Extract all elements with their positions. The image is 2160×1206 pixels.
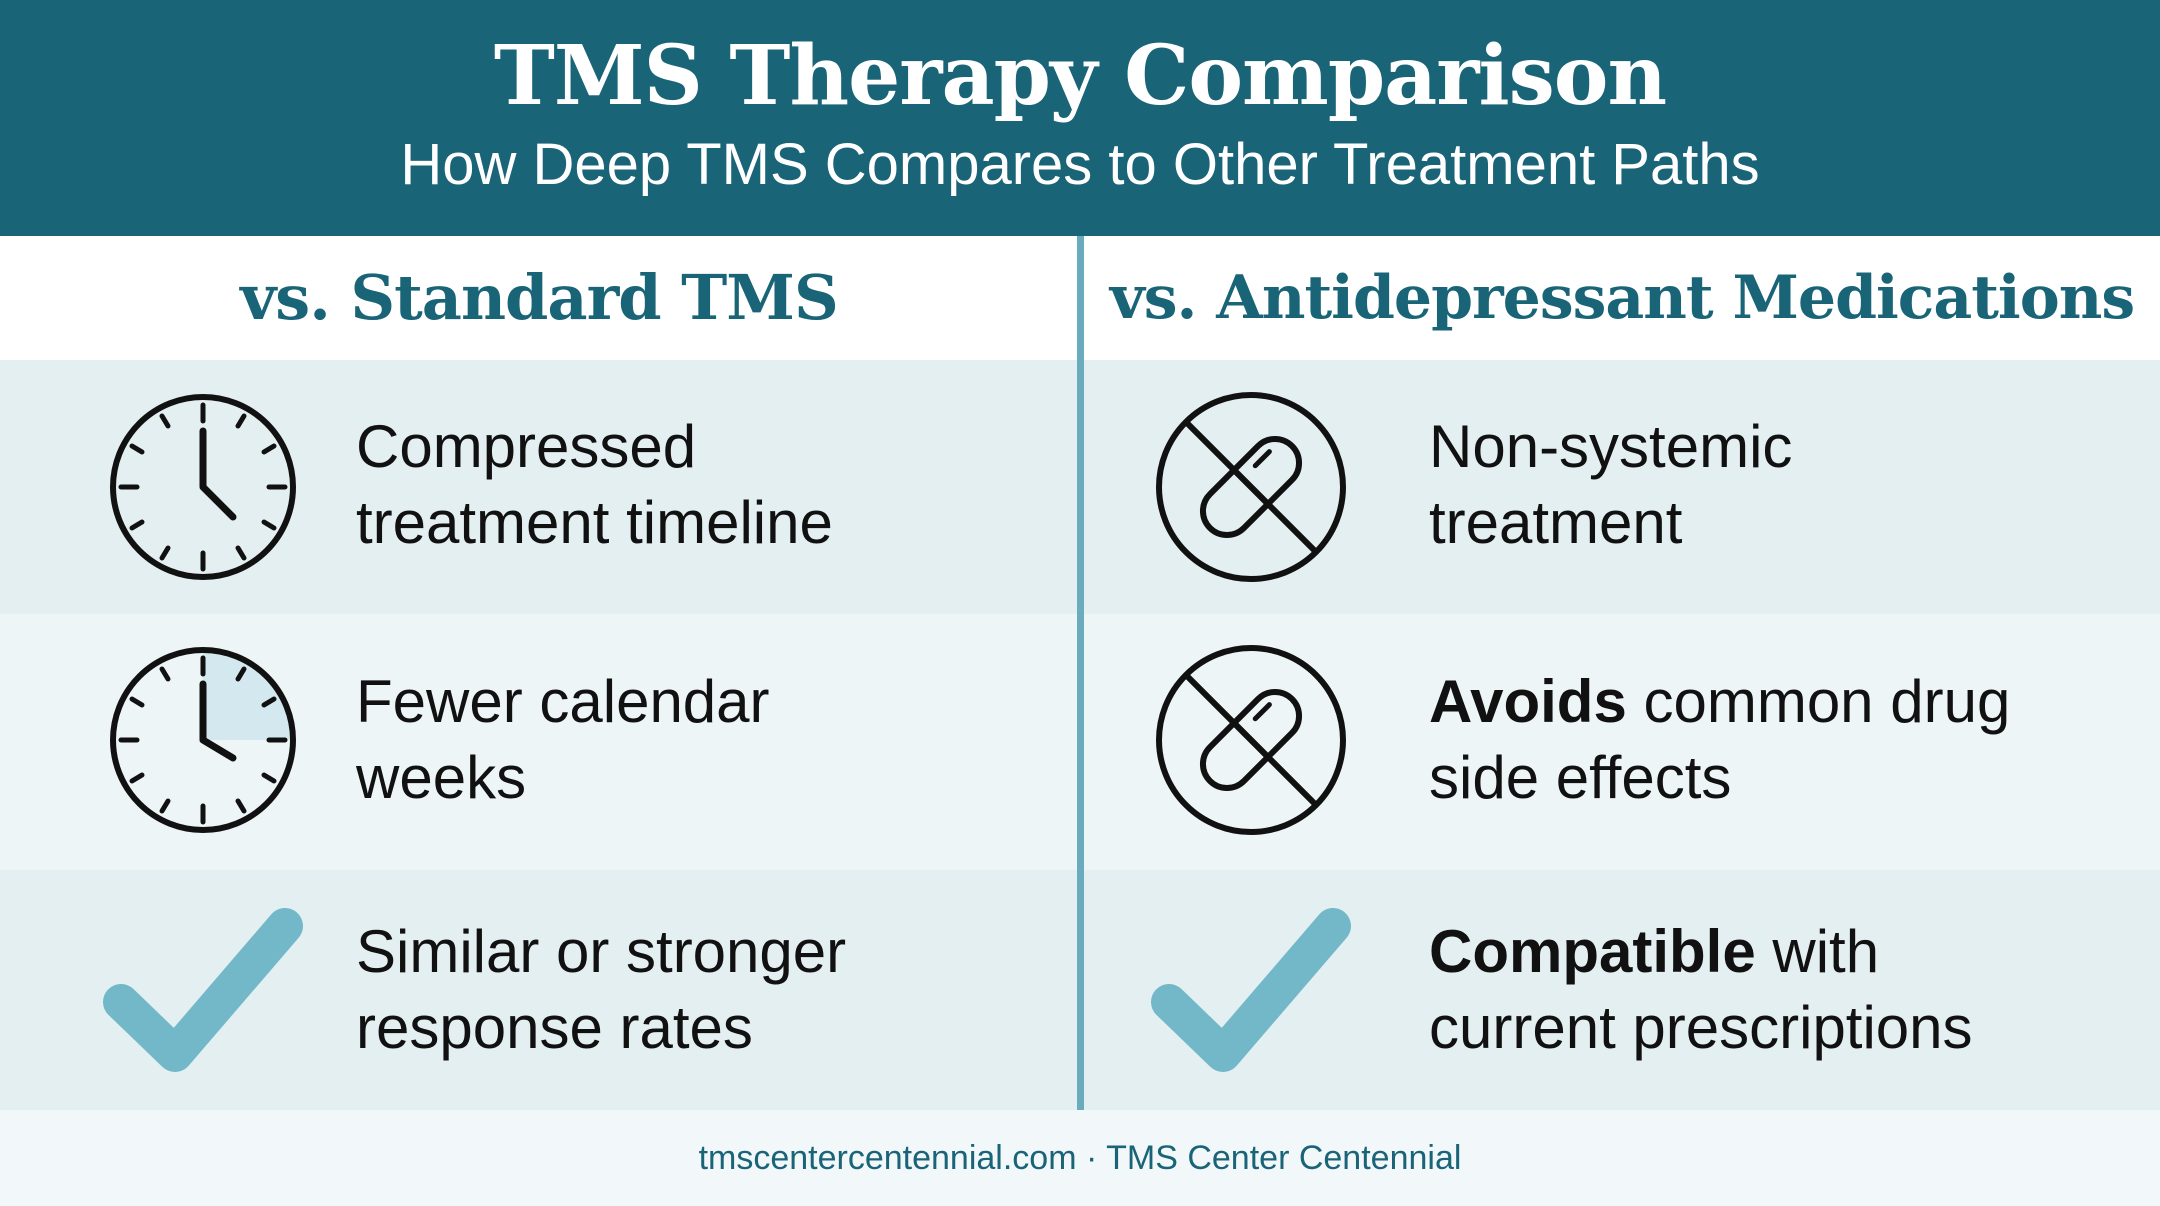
item-label: Avoids common drug side effects <box>1429 664 2139 816</box>
item-line-2: response rates <box>356 994 753 1061</box>
footer-credit: tmscentercentennial.com · TMS Center Cen… <box>0 1110 2160 1206</box>
item-line-2: treatment timeline <box>356 489 833 556</box>
item-line-1: Compressed <box>356 413 697 480</box>
list-item: Avoids common drug side effects <box>1084 614 2160 870</box>
item-line-1: Avoids common drug <box>1429 664 2139 740</box>
list-item: Fewer calendar weeks <box>0 614 1078 870</box>
list-item: Similar or stronger response rates <box>0 870 1078 1110</box>
column-heading-antidepressants: vs. Antidepressant Medications <box>1084 236 2160 360</box>
item-emphasis: Compatible <box>1429 918 1756 985</box>
item-line-2: side effects <box>1429 744 1732 811</box>
item-line-2: current prescriptions <box>1429 994 1973 1061</box>
column-heading-standard-tms: vs. Standard TMS <box>0 236 1078 360</box>
item-line-2: treatment <box>1429 489 1683 556</box>
header-banner: TMS Therapy Comparison How Deep TMS Comp… <box>0 0 2160 236</box>
checkmark-icon <box>1151 890 1351 1090</box>
item-rest: with <box>1755 918 1880 985</box>
clock-icon <box>103 387 303 587</box>
list-item: Compatible with current prescriptions <box>1084 870 2160 1110</box>
no-pill-icon <box>1151 640 1351 840</box>
checkmark-icon <box>103 890 303 1090</box>
item-label: Compatible with current prescriptions <box>1429 914 2139 1066</box>
column-divider <box>1077 236 1084 1110</box>
no-pill-icon <box>1151 387 1351 587</box>
item-line-1: Compatible with <box>1429 914 2139 990</box>
item-line-1: Non-systemic <box>1429 413 1793 480</box>
page-title: TMS Therapy Comparison <box>493 28 1667 124</box>
item-label: Non-systemic treatment <box>1429 409 2139 561</box>
item-label: Compressed treatment timeline <box>356 409 1056 561</box>
item-label: Fewer calendar weeks <box>356 664 1056 816</box>
list-item: Compressed treatment timeline <box>0 360 1078 614</box>
item-line-2: weeks <box>356 744 527 811</box>
item-line-1: Fewer calendar <box>356 668 770 735</box>
item-label: Similar or stronger response rates <box>356 914 1056 1066</box>
clock-shaded-icon <box>103 640 303 840</box>
item-line-1: Similar or stronger <box>356 918 847 985</box>
item-emphasis: Avoids <box>1429 668 1627 735</box>
page-subtitle: How Deep TMS Compares to Other Treatment… <box>400 132 1760 197</box>
list-item: Non-systemic treatment <box>1084 360 2160 614</box>
item-rest: common drug <box>1626 668 2011 735</box>
